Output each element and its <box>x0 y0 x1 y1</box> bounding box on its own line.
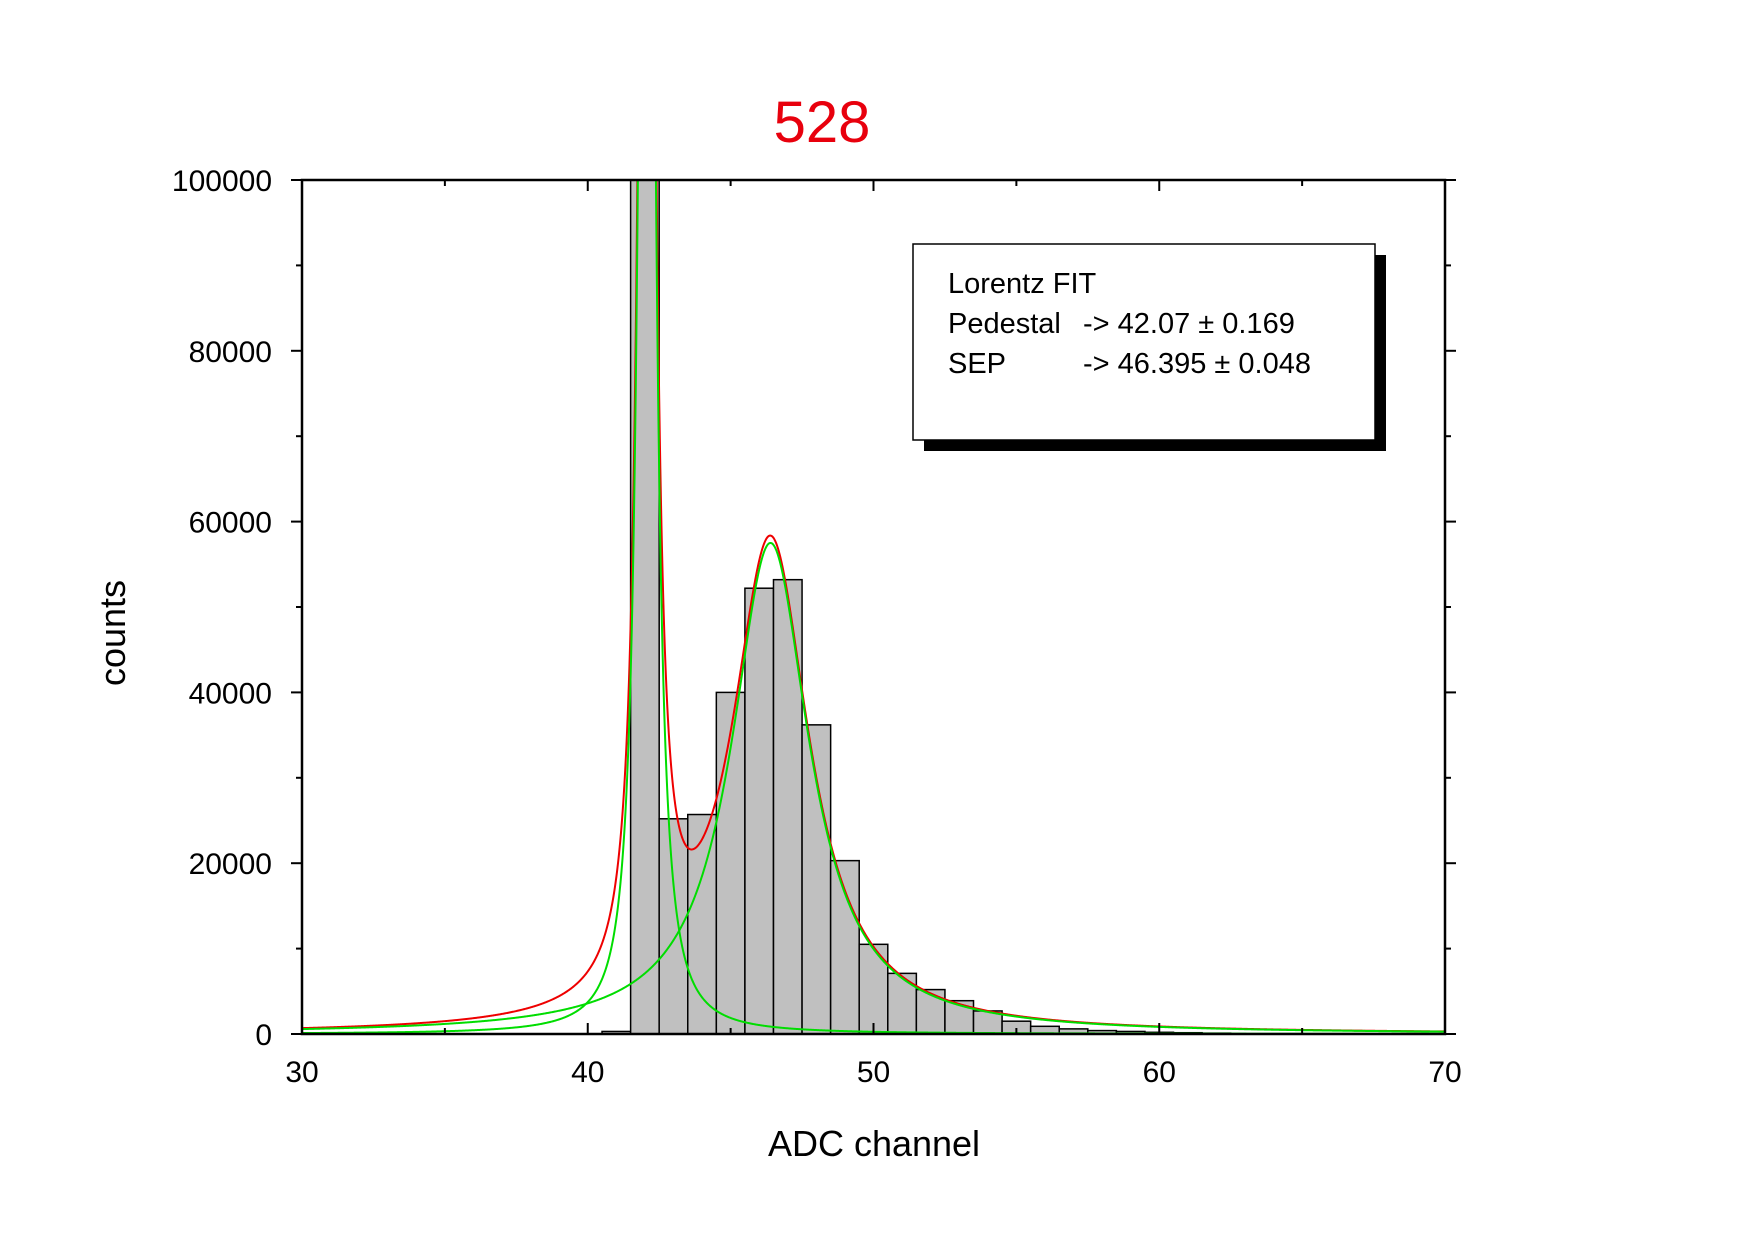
legend: Lorentz FIT Pedestal -> 42.07 ± 0.169 SE… <box>912 243 1386 451</box>
y-tick-label: 0 <box>255 1019 272 1052</box>
y-tick-label: 20000 <box>189 848 272 881</box>
y-tick-label: 40000 <box>189 677 272 710</box>
histogram-bar <box>772 578 803 1034</box>
x-tick-label: 60 <box>1143 1056 1176 1089</box>
histogram-bar <box>915 988 946 1034</box>
fit-curve-component <box>302 541 1445 1033</box>
legend-pedestal-label: Pedestal <box>948 308 1061 340</box>
histogram-bar <box>744 587 775 1034</box>
histogram-bar <box>801 724 832 1034</box>
histogram-bar <box>687 813 718 1034</box>
y-tick-label: 60000 <box>189 507 272 540</box>
histogram-bar <box>829 859 860 1034</box>
legend-sep-label: SEP <box>948 348 1006 380</box>
x-tick-label: 50 <box>857 1056 890 1089</box>
histogram-bar <box>944 999 975 1034</box>
x-tick-label: 40 <box>571 1056 604 1089</box>
y-tick-label: 100000 <box>172 165 272 198</box>
tick-labels-layer: 30 40 50 60 70 0 20000 40000 60000 80000 100000 <box>172 165 1462 1089</box>
histogram-bar <box>629 180 660 1034</box>
legend-title: Lorentz FIT <box>948 268 1097 300</box>
histogram-bar <box>658 818 689 1034</box>
legend-box <box>912 243 1376 441</box>
x-tick-label: 70 <box>1428 1056 1461 1089</box>
x-tick-label: 30 <box>285 1056 318 1089</box>
x-axis-label: ADC channel <box>768 1123 980 1164</box>
ticks-layer <box>291 179 1456 1035</box>
y-tick-label: 80000 <box>189 336 272 369</box>
y-axis-label: counts <box>92 580 133 686</box>
legend-sep-value: -> 46.395 ± 0.048 <box>1083 348 1311 380</box>
legend-pedestal-value: -> 42.07 ± 0.169 <box>1083 308 1295 340</box>
chart-title: 528 <box>774 90 871 155</box>
